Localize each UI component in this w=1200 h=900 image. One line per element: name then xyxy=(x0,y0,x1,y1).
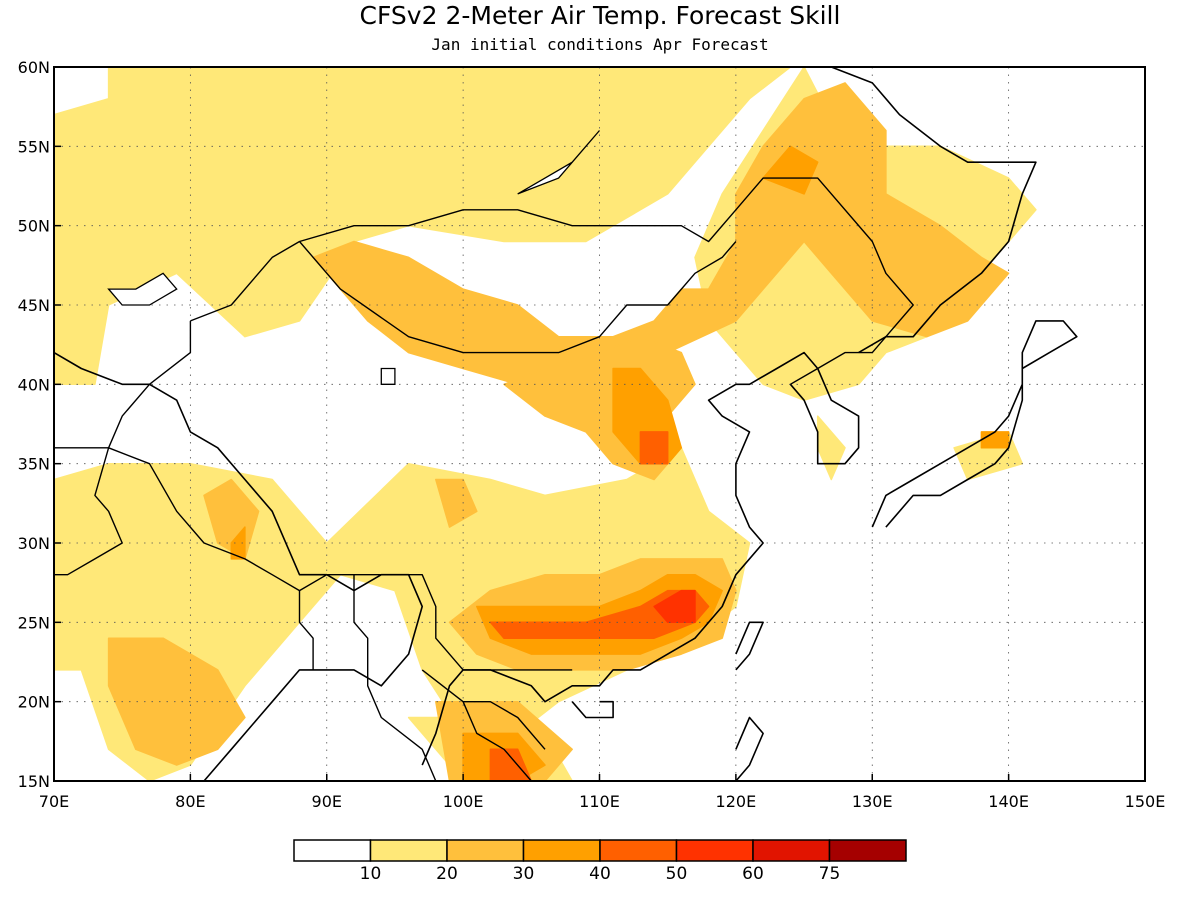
coastline xyxy=(735,621,764,671)
colorbar-label: 30 xyxy=(513,864,535,884)
lat-tick-label: 45N xyxy=(18,296,50,315)
country-border xyxy=(353,574,437,781)
colorbar-swatch xyxy=(293,839,372,862)
skill-region-level-4 xyxy=(639,431,669,465)
colorbar-label: 40 xyxy=(589,864,611,884)
lon-tick-label: 130E xyxy=(852,792,893,811)
coastline xyxy=(871,320,1078,528)
lat-tick-label: 40N xyxy=(18,375,50,394)
country-border xyxy=(298,590,314,670)
colorbar-label: 20 xyxy=(436,864,458,884)
colorbar-label: 60 xyxy=(742,864,764,884)
country-border xyxy=(107,320,573,671)
lat-tick-label: 20N xyxy=(18,693,50,712)
lon-tick-label: 120E xyxy=(716,792,757,811)
coastline xyxy=(571,700,614,719)
lat-tick-label: 35N xyxy=(18,455,50,474)
skill-region-level-4 xyxy=(489,589,710,639)
axis-ticks: 70E 80E 90E 100E 110E 120E 130E 140E 150E 15N 20N 2… xyxy=(18,58,1166,811)
colorbar-label: 50 xyxy=(666,864,688,884)
skill-region-level-1 xyxy=(816,415,846,481)
country-border xyxy=(190,177,914,385)
skill-region-level-5 xyxy=(653,589,696,624)
skill-shading-layer xyxy=(54,67,1037,781)
lon-tick-label: 140E xyxy=(988,792,1029,811)
country-border xyxy=(421,669,532,781)
colorbar-swatch xyxy=(446,839,525,862)
colorbar: 10 20 30 40 50 60 75 xyxy=(293,839,907,884)
colorbar-label: 10 xyxy=(360,864,382,884)
coastline-layer xyxy=(54,67,1078,781)
coastline xyxy=(735,716,764,781)
country-border xyxy=(298,241,737,354)
lat-tick-label: 60N xyxy=(18,58,50,77)
lat-tick-label: 25N xyxy=(18,613,50,632)
colorbar-label: 75 xyxy=(819,864,841,884)
lat-tick-label: 30N xyxy=(18,534,50,553)
colorbar-swatch xyxy=(599,839,678,862)
colorbar-swatch xyxy=(752,839,831,862)
lake-outline xyxy=(380,367,396,385)
skill-region-level-2 xyxy=(435,478,478,528)
coastline xyxy=(831,67,1037,354)
lake-outline xyxy=(107,272,178,306)
figure-subtitle: Jan initial conditions Apr Forecast xyxy=(431,35,768,54)
colorbar-swatch xyxy=(369,839,448,862)
lat-tick-label: 55N xyxy=(18,137,50,156)
skill-region-level-4 xyxy=(489,748,533,781)
lon-tick-label: 90E xyxy=(312,792,342,811)
coastline xyxy=(54,351,424,781)
lon-tick-label: 100E xyxy=(443,792,484,811)
lat-tick-label: 15N xyxy=(18,772,50,791)
skill-region-level-3 xyxy=(980,431,1010,449)
country-border xyxy=(463,701,546,750)
colorbar-swatch xyxy=(828,839,907,862)
skill-region-level-3 xyxy=(762,145,819,195)
lon-tick-label: 70E xyxy=(39,792,69,811)
lake-outline xyxy=(517,130,600,195)
colorbar-swatch xyxy=(522,839,601,862)
coastline xyxy=(421,351,860,766)
country-border xyxy=(54,447,123,576)
lon-tick-label: 110E xyxy=(579,792,620,811)
figure-title: CFSv2 2-Meter Air Temp. Forecast Skill xyxy=(360,1,841,30)
map-area xyxy=(54,67,1145,781)
colorbar-swatch xyxy=(675,839,754,862)
lon-tick-label: 150E xyxy=(1125,792,1166,811)
lon-tick-label: 80E xyxy=(175,792,205,811)
skill-region-level-2 xyxy=(107,637,246,766)
lat-tick-label: 50N xyxy=(18,217,50,236)
